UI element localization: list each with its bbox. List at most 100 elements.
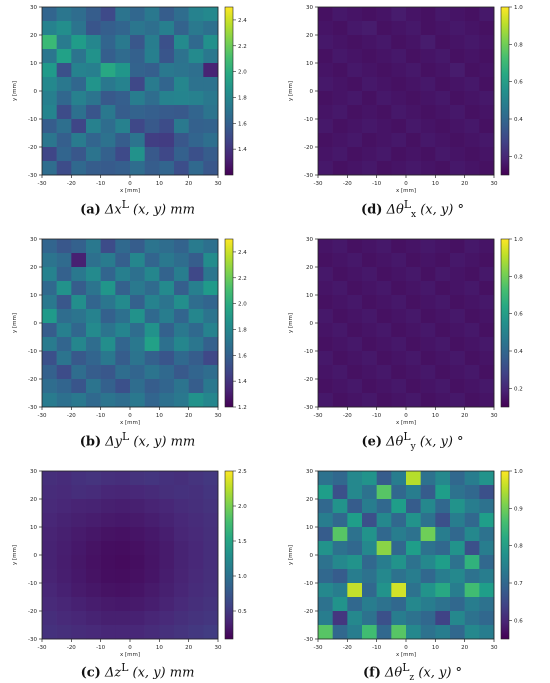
x-tick-label: 30: [215, 645, 222, 651]
heatmap-cell: [100, 541, 116, 556]
heatmap-cell: [188, 471, 204, 486]
heatmap-cell: [56, 35, 72, 50]
heatmap-cell: [174, 611, 189, 626]
heatmap-cell: [479, 63, 495, 78]
heatmap-cell: [203, 295, 219, 310]
heatmap-cell: [188, 485, 204, 500]
heatmap-cell: [42, 161, 57, 176]
y-tick-label: -20: [28, 609, 37, 615]
heatmap-cell: [203, 239, 219, 254]
heatmap-cell: [42, 105, 57, 120]
heatmap-cell: [56, 119, 72, 134]
heatmap-cell: [159, 527, 175, 542]
heatmap-cell: [144, 379, 160, 394]
x-tick-label: 30: [491, 645, 498, 651]
heatmap-cell: [376, 351, 392, 366]
heatmap-cell: [42, 323, 57, 338]
heatmap-cell: [332, 63, 348, 78]
x-tick-label: 10: [432, 645, 439, 651]
heatmap-cell: [362, 499, 377, 514]
heatmap-cell: [376, 583, 392, 598]
heatmap-cell: [144, 583, 160, 598]
heatmap-cell: [464, 253, 480, 268]
heatmap-cell: [450, 239, 465, 254]
heatmap-cell: [420, 323, 436, 338]
heatmap-cell: [479, 253, 495, 268]
y-axis-label: y [mm]: [288, 313, 294, 333]
heatmap-cell: [86, 337, 101, 352]
heatmap-cell: [188, 119, 204, 134]
heatmap-cell: [86, 119, 101, 134]
heatmap-cell: [71, 105, 87, 120]
heatmap-cell: [376, 267, 392, 282]
heatmap-cell: [450, 63, 465, 78]
heatmap-cell: [420, 583, 436, 598]
heatmap-cell: [391, 485, 407, 500]
heatmap-cell: [420, 527, 436, 542]
heatmap-cell: [144, 597, 160, 612]
heatmap-cell: [450, 91, 465, 106]
heatmap-cell: [318, 365, 333, 380]
heatmap-cell: [100, 281, 116, 296]
heatmap-cell: [406, 63, 421, 78]
heatmap-cell: [318, 555, 333, 570]
heatmap-cell: [420, 365, 436, 380]
heatmap-cell: [347, 583, 363, 598]
heatmap-cell: [130, 267, 145, 282]
y-tick-label: 0: [310, 321, 314, 327]
heatmap-cell: [479, 541, 495, 556]
heatmap-cell: [174, 541, 189, 556]
heatmap-cell: [42, 393, 57, 408]
heatmap-cell: [71, 295, 87, 310]
caption-d: (d) ΔθLx (x, y) °: [361, 198, 464, 220]
heatmap-cell: [450, 7, 465, 22]
heatmap-cell: [332, 21, 348, 36]
heatmap-cell: [100, 91, 116, 106]
heatmap-cell: [174, 597, 189, 612]
heatmap-cell: [435, 323, 451, 338]
heatmap-cell: [332, 239, 348, 254]
heatmap-cell: [188, 365, 204, 380]
heatmap-cell: [406, 597, 421, 612]
heatmap-cell: [376, 309, 392, 324]
heatmap-cell: [86, 161, 101, 176]
heatmap-cell: [174, 21, 189, 36]
colorbar-tick-label: 0.9: [514, 506, 523, 512]
heatmap-cell: [174, 527, 189, 542]
heatmap-cell: [362, 295, 377, 310]
y-tick-label: 10: [30, 293, 37, 299]
heatmap-cell: [144, 513, 160, 528]
heatmap-cell: [100, 147, 116, 162]
heatmap-cell: [174, 513, 189, 528]
y-tick-label: -20: [28, 145, 37, 151]
heatmap-cell: [435, 281, 451, 296]
heatmap-cell: [203, 513, 219, 528]
heatmap-cell: [203, 541, 219, 556]
heatmap-cell: [420, 281, 436, 296]
heatmap-cell: [464, 239, 480, 254]
heatmap-cell: [203, 253, 219, 268]
heatmap-cell: [174, 351, 189, 366]
heatmap-cell: [42, 295, 57, 310]
heatmap-cell: [71, 91, 87, 106]
heatmap-cell: [376, 597, 392, 612]
heatmap-cell: [86, 625, 101, 640]
heatmap-cell: [318, 239, 333, 254]
heatmap-cell: [203, 555, 219, 570]
heatmap-cell: [130, 119, 145, 134]
heatmap-cell: [376, 63, 392, 78]
heatmap-cell: [450, 569, 465, 584]
y-axis-label: y [mm]: [288, 545, 294, 565]
heatmap-cell: [450, 499, 465, 514]
heatmap-cell: [318, 91, 333, 106]
heatmap-cell: [144, 365, 160, 380]
heatmap-cell: [56, 133, 72, 148]
heatmap-cell: [42, 49, 57, 64]
heatmap-cell: [332, 91, 348, 106]
heatmap-cell: [188, 555, 204, 570]
heatmap-cell: [376, 21, 392, 36]
heatmap-cell: [450, 267, 465, 282]
heatmap-cell: [42, 471, 57, 486]
heatmap-cell: [406, 625, 421, 640]
heatmap-cell: [159, 583, 175, 598]
